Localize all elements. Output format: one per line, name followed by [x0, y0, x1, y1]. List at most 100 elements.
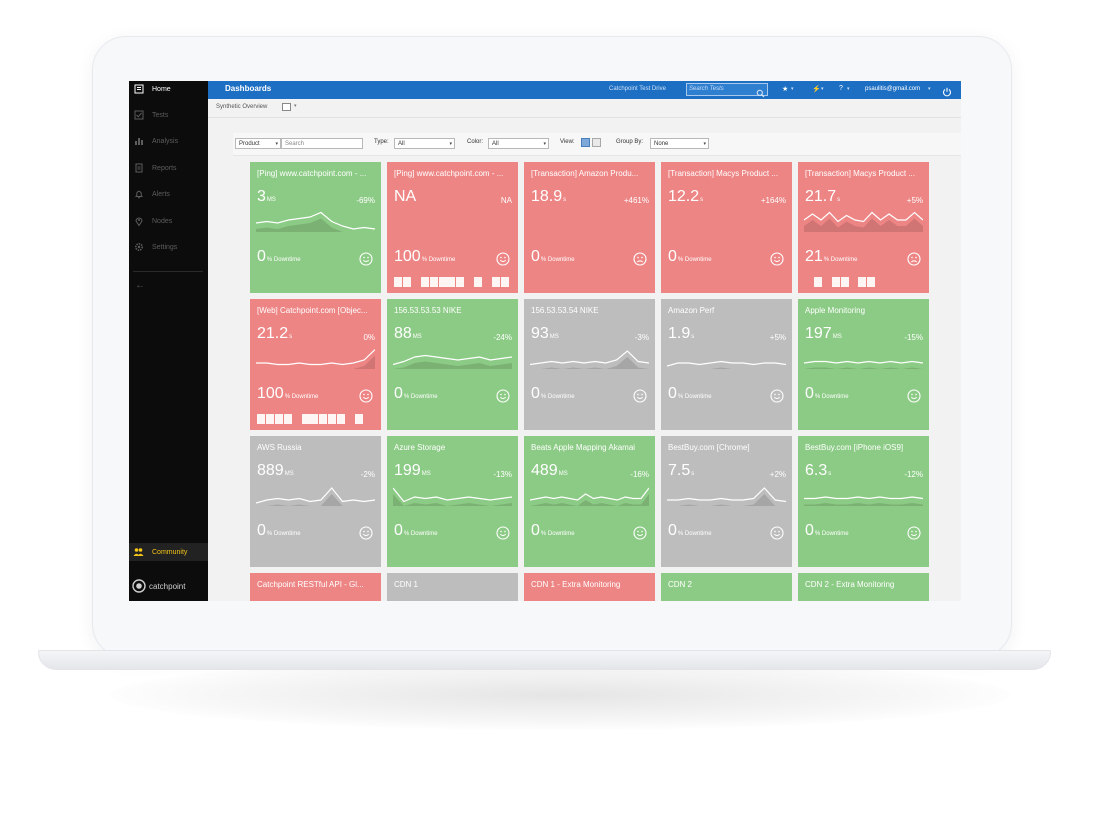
tile-title: 156.53.53.54 NIKE — [531, 306, 599, 315]
test-tile[interactable]: BestBuy.com [iPhone iOS9] 6.3s -12% 0% Down… — [798, 436, 929, 567]
chevron-down-icon: ▾ — [543, 141, 546, 147]
sparkline-area — [804, 367, 923, 369]
dashboard-picker-icon[interactable] — [282, 103, 291, 111]
test-tile[interactable]: CDN 1 — [387, 573, 518, 601]
tile-view-icon[interactable] — [581, 138, 590, 147]
help-icon[interactable]: ? — [839, 85, 843, 92]
test-tile[interactable]: Apple Monitoring 197MS -15% 0% Downtime — [798, 299, 929, 430]
test-tile[interactable]: AWS Russia 889MS -2% 0% Downtime — [250, 436, 381, 567]
test-tile[interactable]: 156.53.53.53 NIKE 88MS -24% 0% Downtime — [387, 299, 518, 430]
tile-downtime-number: 0 — [257, 522, 266, 539]
tile-sparkline — [530, 350, 649, 369]
test-tile[interactable]: [Transaction] Macys Product ... 12.2s +164… — [661, 162, 792, 293]
tile-downtime-number: 0 — [668, 522, 677, 539]
view-label: View: — [560, 139, 575, 145]
test-tile[interactable]: Azure Storage 199MS -13% 0% Downtime — [387, 436, 518, 567]
test-drive-link[interactable]: Catchpoint Test Drive — [609, 86, 666, 92]
favorites-star-icon[interactable]: ★ — [782, 86, 789, 93]
tile-metric-unit: s — [563, 197, 567, 203]
test-tile[interactable]: [Web] Catchpoint.com [Objec... 21.2s 0% 100… — [250, 299, 381, 430]
tile-title: CDN 2 - Extra Monitoring — [805, 580, 895, 589]
test-tile[interactable]: [Transaction] Macys Product ... 21.7s +5% 2… — [798, 162, 929, 293]
availability-block — [867, 277, 876, 287]
tile-metric-number: 3 — [257, 188, 266, 205]
product-select[interactable]: Product ▾ — [235, 138, 281, 149]
bolt-caret-icon[interactable]: ▾ — [821, 86, 824, 92]
sidebar-item-label: Alerts — [152, 190, 170, 198]
tile-downtime-number: 0 — [805, 385, 814, 402]
app-screen: Home Tests Analysis Reports Alerts — [129, 81, 961, 601]
search-input-placeholder: Search — [285, 141, 305, 147]
top-bar: Dashboards Catchpoint Test Drive Search … — [208, 81, 961, 99]
tile-metric-unit: s — [700, 197, 704, 203]
tile-title: [Web] Catchpoint.com [Objec... — [257, 306, 368, 315]
test-tile[interactable]: [Ping] www.catchpoint.com - ... 3MS -69% 0%… — [250, 162, 381, 293]
tile-downtime-number: 0 — [805, 522, 814, 539]
sidebar-item-settings[interactable]: Settings — [129, 236, 208, 258]
tile-change-percent: +164% — [760, 196, 786, 205]
sidebar-item-alerts[interactable]: Alerts — [129, 183, 208, 205]
search-tests-input[interactable]: Search Tests — [686, 83, 768, 98]
tile-metric-unit: s — [691, 471, 695, 477]
user-menu[interactable]: psaulitis@gmail.com — [865, 86, 921, 92]
settings-icon — [133, 242, 144, 253]
sparkline-area — [530, 357, 649, 369]
tile-downtime-label: % Downtime — [823, 257, 858, 263]
test-tile[interactable]: Amazon Perf 1.9s +5% 0% Downtime — [661, 299, 792, 430]
search-input[interactable]: Search — [281, 138, 363, 149]
tile-downtime-label: % Downtime — [677, 257, 712, 263]
test-tile[interactable]: [Ping] www.catchpoint.com - ... NA NA 100% … — [387, 162, 518, 293]
type-select[interactable]: All ▾ — [394, 138, 455, 149]
collapse-sidebar-arrow-icon[interactable]: ← — [135, 280, 145, 291]
tile-metric-unit: MS — [421, 471, 431, 477]
test-tile[interactable]: Beats Apple Mapping Akamai 489MS -16% 0% Do… — [524, 436, 655, 567]
sidebar-item-nodes[interactable]: Nodes — [129, 210, 208, 232]
smiley-face-icon — [770, 252, 784, 266]
tile-downtime-label: % Downtime — [814, 394, 849, 400]
laptop-base — [38, 650, 1051, 670]
favorites-caret-icon[interactable]: ▾ — [791, 86, 794, 92]
tile-metric-number: 21.7 — [805, 188, 837, 205]
sidebar-item-home[interactable]: Home — [129, 81, 208, 100]
availability-block — [429, 277, 438, 287]
logout-power-icon[interactable] — [942, 84, 952, 102]
sparkline-line — [256, 211, 375, 230]
tile-metric-value: 21.7s — [805, 188, 840, 206]
test-tile[interactable]: CDN 2 — [661, 573, 792, 601]
group-by-select[interactable]: None ▾ — [650, 138, 709, 149]
sparkline-area — [667, 367, 786, 369]
smiley-face-icon — [770, 389, 784, 403]
tile-downtime: 21% Downtime — [805, 248, 857, 266]
test-tile[interactable]: CDN 1 - Extra Monitoring — [524, 573, 655, 601]
tile-downtime: 0% Downtime — [531, 385, 575, 403]
help-caret-icon[interactable]: ▾ — [847, 86, 850, 92]
test-tile[interactable]: BestBuy.com [Chrome] 7.5s +2% 0% Downtime — [661, 436, 792, 567]
test-tile[interactable]: CDN 2 - Extra Monitoring — [798, 573, 929, 601]
tile-sparkline — [804, 211, 923, 232]
test-tile[interactable]: 156.53.53.54 NIKE 93MS -3% 0% Downtime — [524, 299, 655, 430]
test-tile[interactable]: [Transaction] Amazon Produ... 18.9s +461% 0… — [524, 162, 655, 293]
tile-title: Apple Monitoring — [805, 306, 866, 315]
list-view-icon[interactable] — [592, 138, 601, 147]
laptop-shadow — [110, 660, 1010, 730]
tile-change-percent: -16% — [630, 470, 649, 479]
availability-block — [257, 414, 265, 424]
availability-block — [265, 414, 274, 424]
tile-downtime: 0% Downtime — [805, 385, 849, 403]
tile-downtime-label: % Downtime — [677, 394, 712, 400]
tile-downtime: 0% Downtime — [531, 522, 575, 540]
tile-downtime-label: % Downtime — [403, 394, 438, 400]
user-caret-icon[interactable]: ▾ — [928, 86, 931, 92]
sidebar-item-analysis[interactable]: Analysis — [129, 130, 208, 152]
sidebar-item-label: Analysis — [152, 137, 179, 145]
sidebar-item-tests[interactable]: Tests — [129, 104, 208, 126]
bolt-icon[interactable]: ⚡ — [812, 86, 821, 93]
tile-change-percent: +2% — [769, 470, 786, 479]
sidebar-item-community[interactable]: Community — [129, 543, 208, 561]
dashboard-picker-caret-icon[interactable]: ▾ — [294, 103, 297, 109]
color-select[interactable]: All ▾ — [488, 138, 549, 149]
chevron-down-icon: ▾ — [449, 141, 452, 147]
sidebar-item-reports[interactable]: Reports — [129, 157, 208, 179]
tile-downtime: 100% Downtime — [257, 385, 318, 403]
test-tile[interactable]: Catchpoint RESTful API - Gl... — [250, 573, 381, 601]
